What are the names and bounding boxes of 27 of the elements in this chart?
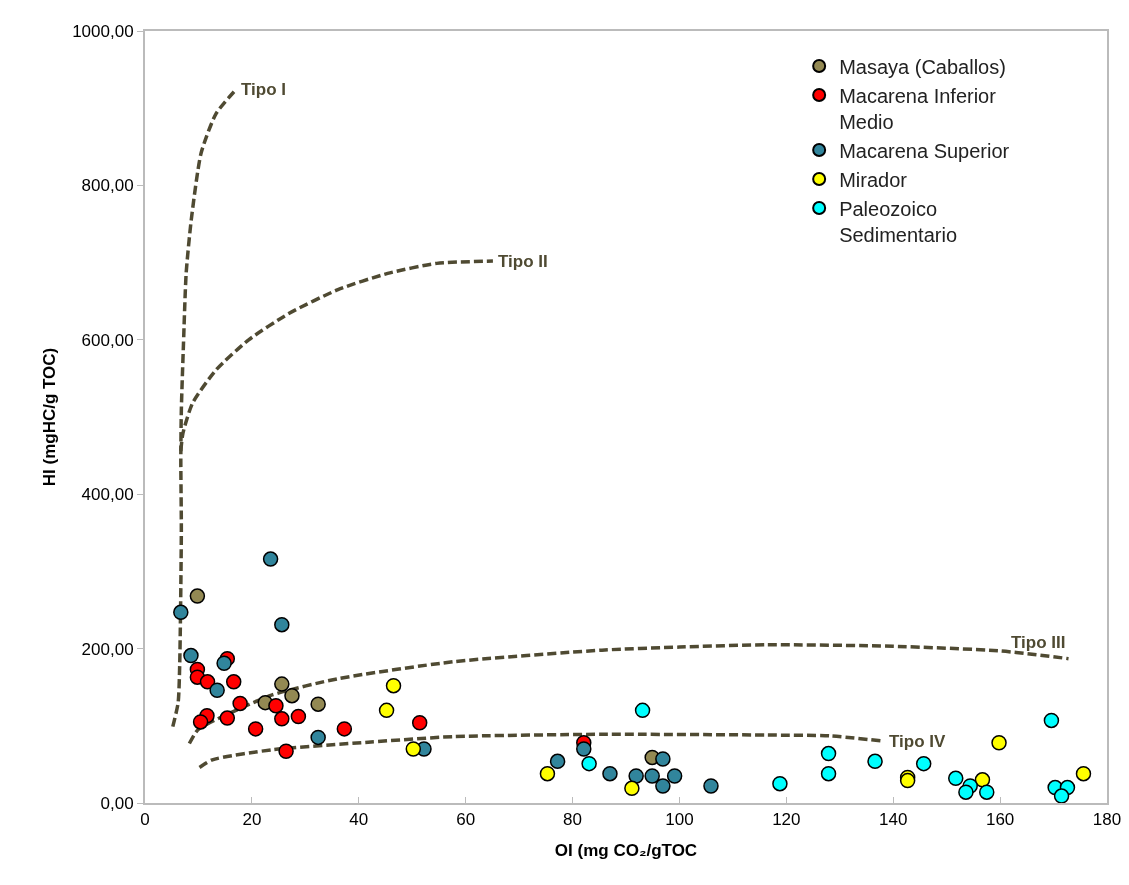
x-tick-label: 20 [242, 810, 262, 830]
legend-label: Paleozoico Sedimentario [839, 197, 957, 246]
x-tick-label: 120 [772, 810, 801, 830]
x-tick-label: 140 [879, 810, 908, 830]
legend-label: Macarena Superior [839, 139, 1010, 162]
x-tick-label: 0 [140, 810, 150, 830]
series-label: Tipo I [241, 80, 287, 99]
x-tick-label: 180 [1092, 810, 1122, 830]
series-label: Tipo II [498, 252, 548, 271]
legend-label: Mirador [839, 168, 908, 191]
x-tick-label: 40 [349, 810, 369, 830]
series-label: Tipo III [1011, 633, 1066, 652]
y-tick-label: 1000,00 [72, 21, 134, 41]
y-tick-label: 200,00 [81, 639, 134, 659]
y-tick-label: 800,00 [81, 176, 134, 196]
y-axis-title: HI (mgHC/g TOC) [40, 347, 60, 487]
legend-label: Masaya (Caballos) [839, 55, 1006, 78]
y-tick-label: 400,00 [81, 485, 134, 505]
series-label: Tipo IV [889, 732, 947, 751]
x-tick-label: 160 [985, 810, 1015, 830]
x-tick-label: 100 [665, 810, 694, 830]
y-tick-label: 0,00 [100, 793, 134, 813]
x-tick-label: 80 [563, 810, 583, 830]
x-axis-title: OI (mg CO₂/gTOC [554, 841, 698, 861]
y-tick-label: 600,00 [81, 330, 134, 350]
x-tick-label: 60 [456, 810, 476, 830]
legend-label: Macarena Inferior Medio [839, 84, 997, 133]
